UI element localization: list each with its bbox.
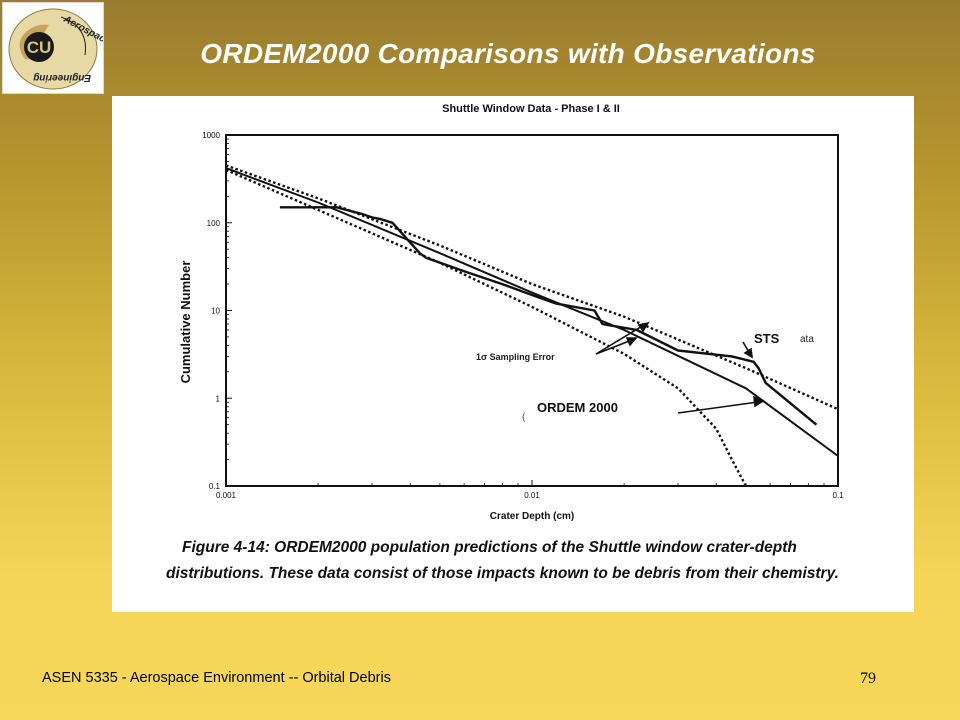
annotation-paren: (	[522, 412, 526, 423]
y-tick-label: 100	[207, 219, 221, 228]
series-line-3	[225, 168, 747, 487]
y-tick-label: 1	[216, 394, 221, 403]
slide-footer: ASEN 5335 - Aerospace Environment -- Orb…	[42, 670, 391, 686]
x-axis-label: Crater Depth (cm)	[490, 511, 574, 522]
x-tick-label: 0.01	[524, 491, 540, 500]
crater-depth-chart: Shuttle Window Data - Phase I & II 0.001…	[166, 103, 844, 582]
y-tick-label: 1000	[202, 131, 220, 140]
svg-text:Engineering: Engineering	[33, 72, 91, 83]
figure-caption-line1: Figure 4-14: ORDEM2000 population predic…	[182, 539, 797, 556]
annotation-sts: STS	[754, 331, 780, 346]
page-number: 79	[860, 670, 876, 687]
series-line-1	[225, 167, 839, 457]
annotation-ordem: ORDEM 2000	[537, 400, 618, 415]
x-tick-label: 0.1	[832, 491, 844, 500]
y-tick-label: 0.1	[209, 482, 221, 491]
figure-caption-line2: distributions. These data consist of tho…	[166, 565, 839, 582]
logo-graphic: CU Aerospace Engineering	[8, 8, 112, 90]
logo-mark: CU	[27, 38, 52, 57]
series-layer	[225, 164, 839, 487]
annotation-sampling-error: 1σ Sampling Error	[476, 352, 555, 362]
y-axis-label: Cumulative Number	[178, 261, 193, 384]
slide-title: ORDEM2000 Comparisons with Observations	[200, 38, 816, 69]
figure-panel: Shuttle Window Data - Phase I & II 0.001…	[112, 96, 914, 612]
y-tick-label: 10	[211, 307, 220, 316]
chart-title: Shuttle Window Data - Phase I & II	[442, 103, 620, 115]
x-tick-label: 0.001	[216, 491, 237, 500]
annotation-ata: ata	[800, 334, 814, 345]
plot-frame	[225, 134, 839, 487]
cu-aerospace-logo: CU Aerospace Engineering	[2, 2, 112, 94]
series-line-0	[279, 206, 818, 426]
annotation-arrows	[595, 321, 765, 414]
